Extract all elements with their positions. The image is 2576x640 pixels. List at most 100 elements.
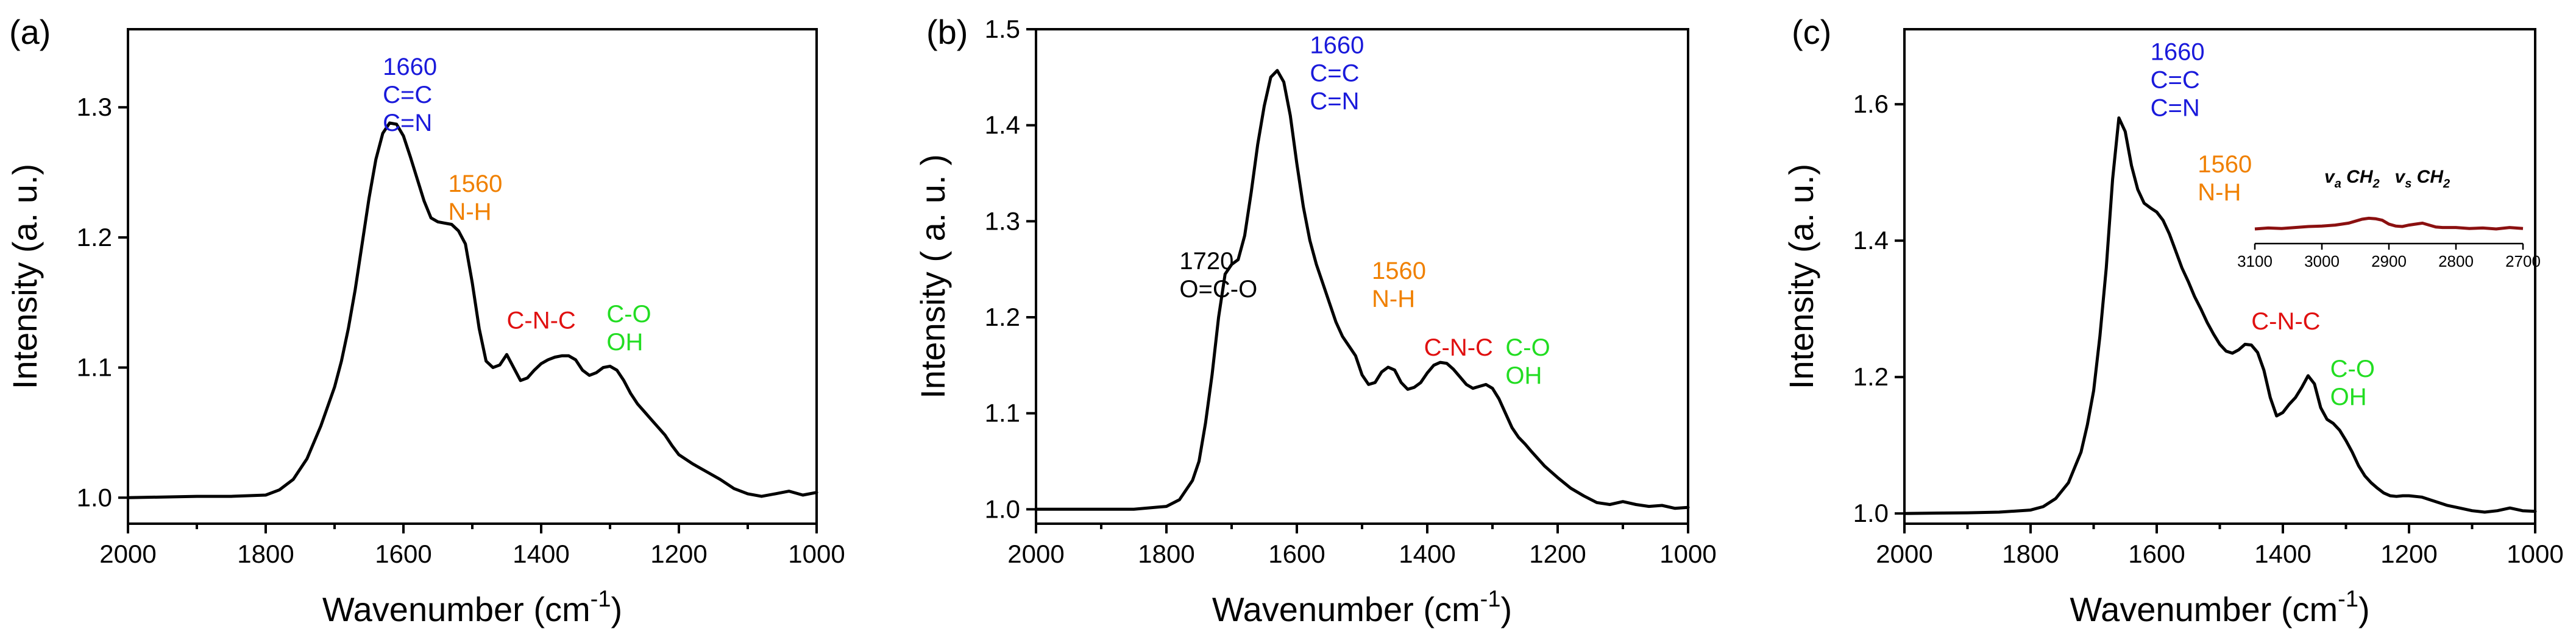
inset-x-tick-label: 2900 [2371,252,2407,270]
x-tick-label: 1000 [2507,540,2563,568]
spectrum-line [1903,116,2537,515]
panel-label: (c) [1792,13,1831,51]
inset-annotation-text: CH [2411,167,2444,187]
y-axis-title: Intensity (a. u.) [1782,164,1820,389]
peak-annotation-line: O=C-O [1179,276,1257,303]
peak-annotation: 1560 N-H [2198,151,2252,206]
x-axis-title-main: Wavenumber (cm [1212,590,1480,628]
inset-x-tick-label: 3100 [2237,252,2273,270]
y-tick-label: 1.3 [77,93,112,121]
panel-c: (c) 2000 1800 1600 1400 1200 1000 1.0 1.2 1.4 1.6 W… [1782,13,2564,628]
peak-annotation: C-O OH [1505,334,1550,389]
x-tick-label: 1800 [1138,540,1194,568]
peak-annotation: C-N-C [2251,308,2320,335]
x-tick-label: 1600 [2128,540,2185,568]
x-tick-label: 1400 [513,540,569,568]
x-axis-title-sup: -1 [591,586,611,612]
x-tick-label: 1200 [1529,540,1586,568]
peak-annotation-line: 1560 [2198,151,2252,178]
peak-annotation-line: C-O [2330,356,2375,382]
peak-annotation: C-O OH [2330,356,2375,410]
plot-frame [1035,28,1689,525]
x-axis-title: Wavenumber (cm-1) [2070,586,2369,628]
peak-annotation-line: OH [606,329,643,356]
panel-b: (b) 2000 1800 1600 1400 1200 1000 1.0 1.1 1.2 1.3 1… [914,13,1717,628]
x-tick-label: 1000 [788,540,845,568]
peak-annotation-line: 1660 [383,54,437,80]
peak-annotation-line: N-H [448,199,491,225]
peak-annotation: 1560 N-H [448,171,502,225]
y-tick-label: 1.4 [985,111,1020,139]
peak-annotation-line: C-O [606,301,651,328]
x-axis-title: Wavenumber (cm-1) [1212,586,1512,628]
inset-annotation-v: v [2324,167,2336,187]
peak-annotation: 1720 O=C-O [1179,248,1257,303]
y-tick-label: 1.3 [985,206,1020,235]
peak-annotation-line: C=C [2151,66,2200,93]
x-tick-label: 1800 [2002,540,2059,568]
x-axis-title-end: ) [1500,590,1512,628]
x-axis-title-end: ) [2358,590,2370,628]
x-tick-label: 1000 [1659,540,1716,568]
inset-annotation-sub2: 2 [2372,177,2379,191]
x-axis-title-main: Wavenumber (cm [322,590,591,628]
x-tick-label: 1600 [1268,540,1325,568]
peak-annotation-line: C=N [383,110,432,136]
y-tick-label: 1.1 [77,353,112,382]
peak-annotation-line: C=C [1310,60,1359,86]
y-tick-label: 1.0 [77,483,112,512]
spectrum-line [126,121,818,499]
x-axis-title: Wavenumber (cm-1) [322,586,622,628]
inset-x-tick-label: 3000 [2304,252,2340,270]
y-axis-title: Intensity ( a. u. ) [914,154,952,399]
x-tick-label: 1600 [375,540,431,568]
inset-annotation-sub: s [2405,177,2411,191]
peak-annotation: 1660 C=C C=N [383,54,437,136]
x-tick-label: 1200 [2380,540,2437,568]
panel-label: (b) [926,13,968,51]
x-tick-label: 1400 [1399,540,1455,568]
y-tick-label: 1.6 [1853,90,1889,118]
peak-annotation-line: 1560 [1372,258,1426,284]
peak-annotation-line: 1720 [1179,248,1233,275]
x-axis-title-end: ) [611,590,622,628]
peak-annotation: C-O OH [606,301,651,356]
inset-x-tick-label: 2800 [2438,252,2474,270]
x-axis-title-sup: -1 [2338,586,2358,612]
peak-annotation: C-N-C [507,307,576,334]
spectrum-line [1034,69,1690,511]
y-tick-label: 1.1 [985,399,1020,427]
inset-annotation: vs CH2 [2395,167,2450,191]
plot-frame [1903,28,2536,525]
inset-line [2254,216,2524,231]
peak-annotation: 1560 N-H [1372,258,1426,312]
panel-label: (a) [9,13,51,51]
y-tick-label: 1.2 [1853,362,1889,391]
x-tick-label: 1800 [237,540,294,568]
inset-x-tick-label: 2700 [2505,252,2541,270]
peak-annotation-line: OH [2330,384,2367,410]
peak-annotation-line: C-N-C [507,307,576,334]
peak-annotation-line: C=N [2151,94,2200,121]
x-tick-label: 2000 [99,540,156,568]
x-tick-label: 1400 [2254,540,2311,568]
inset-annotation-v: v [2395,167,2407,187]
peak-annotation: 1660 C=C C=N [2151,38,2205,121]
x-tick-label: 1200 [650,540,707,568]
peak-annotation-line: N-H [1372,286,1415,312]
y-tick-label: 1.2 [77,223,112,251]
y-tick-label: 1.0 [985,494,1020,523]
peak-annotation-line: N-H [2198,179,2241,206]
peak-annotation-line: C=N [1310,88,1359,114]
peak-annotation-line: C-N-C [1424,334,1493,361]
peak-annotation: C-N-C [1424,334,1493,361]
x-axis-title-sup: -1 [1480,586,1501,612]
peak-annotation: 1660 C=C C=N [1310,32,1364,114]
peak-annotation-line: 1660 [1310,32,1364,58]
peak-annotation-line: C-O [1505,334,1550,361]
y-tick-label: 1.2 [985,303,1020,331]
x-tick-label: 2000 [1876,540,1932,568]
y-axis-title: Intensity (a. u.) [5,164,44,389]
